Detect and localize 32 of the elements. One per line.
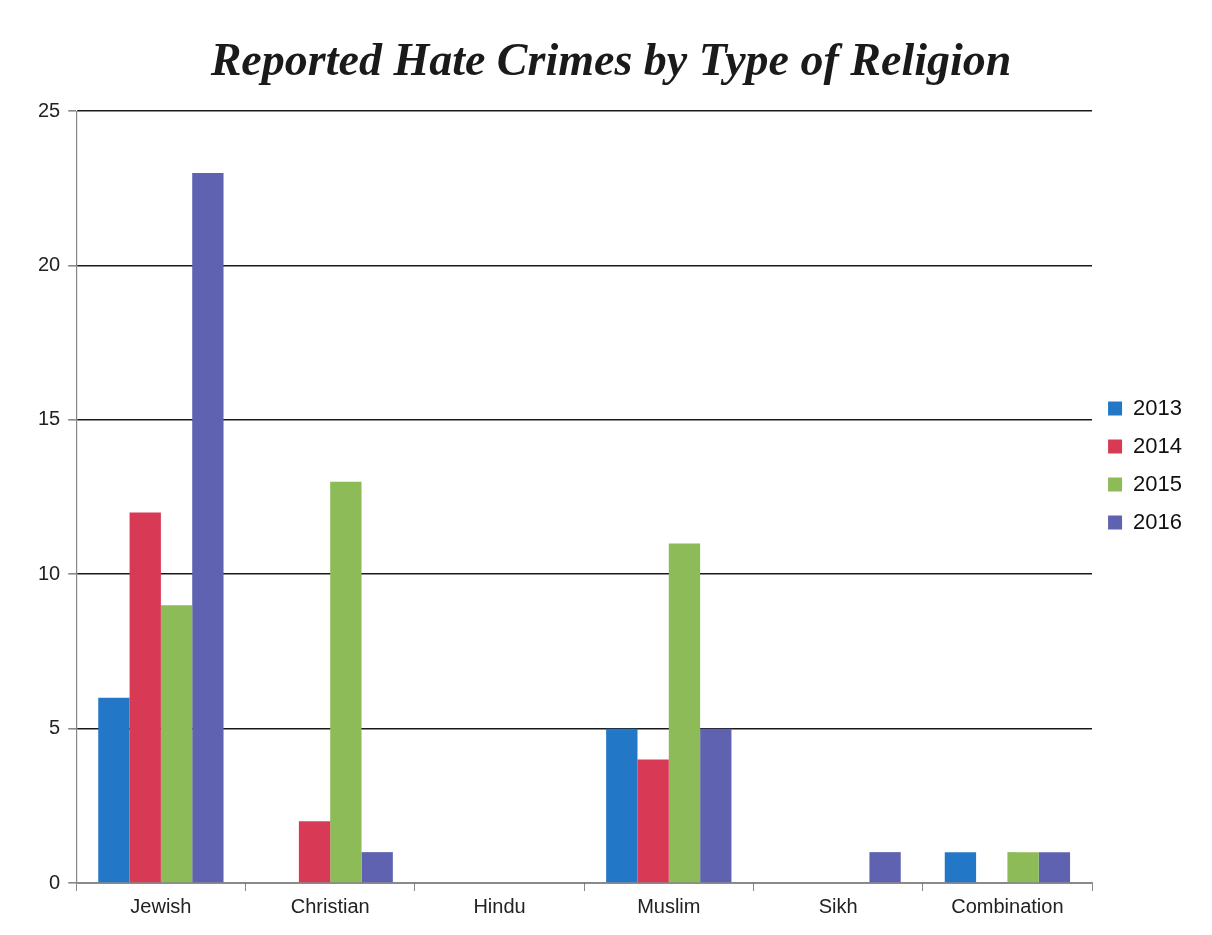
legend-label: 2013 <box>1133 394 1183 420</box>
legend-label: 2015 <box>1133 470 1183 496</box>
x-tick-label: Jewish <box>130 894 192 917</box>
bar <box>361 852 393 883</box>
bar <box>192 172 224 883</box>
legend-label: 2016 <box>1133 508 1183 534</box>
bar <box>700 728 732 883</box>
y-tick-label: 15 <box>38 407 61 430</box>
x-tick-label: Christian <box>290 894 370 917</box>
bar <box>944 852 977 883</box>
bar <box>606 728 638 883</box>
y-tick-label: 5 <box>49 716 61 739</box>
y-tick-label: 10 <box>38 561 61 584</box>
bar <box>668 543 701 883</box>
bar <box>1007 852 1039 883</box>
bar <box>129 512 161 883</box>
bar <box>298 821 331 883</box>
bar <box>330 481 362 883</box>
x-tick-label: Muslim <box>637 894 701 917</box>
bar <box>98 697 130 883</box>
bar <box>160 605 193 883</box>
y-tick-label: 20 <box>38 253 61 276</box>
bar <box>637 759 669 883</box>
chart-title: Reported Hate Crimes by Type of Religion <box>209 34 1012 86</box>
bar <box>869 852 901 883</box>
y-tick-label: 0 <box>49 870 61 893</box>
x-tick-label: Hindu <box>473 894 526 917</box>
y-tick-label: 25 <box>38 98 61 121</box>
x-tick-label: Sikh <box>818 894 858 917</box>
bar <box>1038 852 1071 883</box>
x-tick-label: Combination <box>951 894 1064 917</box>
legend-label: 2014 <box>1133 432 1183 458</box>
